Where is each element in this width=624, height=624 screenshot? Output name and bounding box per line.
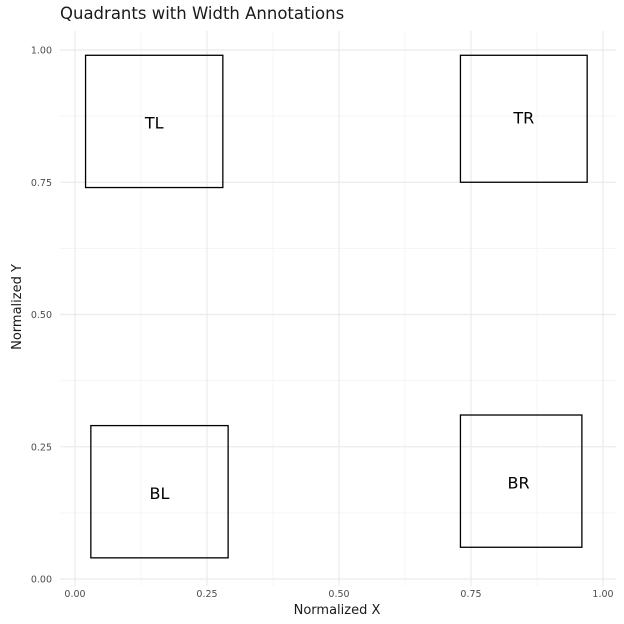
y-tick-label: 0.25 [31,442,52,453]
box-bl [90,424,229,559]
x-tick-label: 1.00 [592,589,613,600]
x-tick-label: 0.25 [196,589,217,600]
box-label-bl: BL [150,484,170,503]
tick-layer: 0.00 0.25 0.50 0.75 1.00 0.00 0.25 0.50 0.75 1.00 [31,46,614,601]
box-label-tl: TL [144,114,164,133]
box-tr [459,54,588,183]
x-tick-label: 0.50 [328,589,349,600]
y-tick-label: 0.75 [31,178,52,189]
y-tick-label: 0.00 [31,575,52,586]
grid-layer [60,31,616,586]
box-layer [84,54,588,559]
y-axis-title: Normalized Y [10,264,25,350]
chart-title: Quadrants with Width Annotations [60,4,344,23]
box-label-tr: TR [512,108,534,127]
box-br [459,414,583,548]
box-tl [84,54,224,189]
x-tick-label: 0.75 [460,589,481,600]
label-layer: TL TR BL BR [144,108,534,503]
box-label-br: BR [507,473,529,492]
y-tick-label: 0.50 [31,310,52,321]
x-axis-title: Normalized X [294,603,381,618]
x-tick-label: 0.00 [64,589,85,600]
y-tick-label: 1.00 [31,46,52,57]
